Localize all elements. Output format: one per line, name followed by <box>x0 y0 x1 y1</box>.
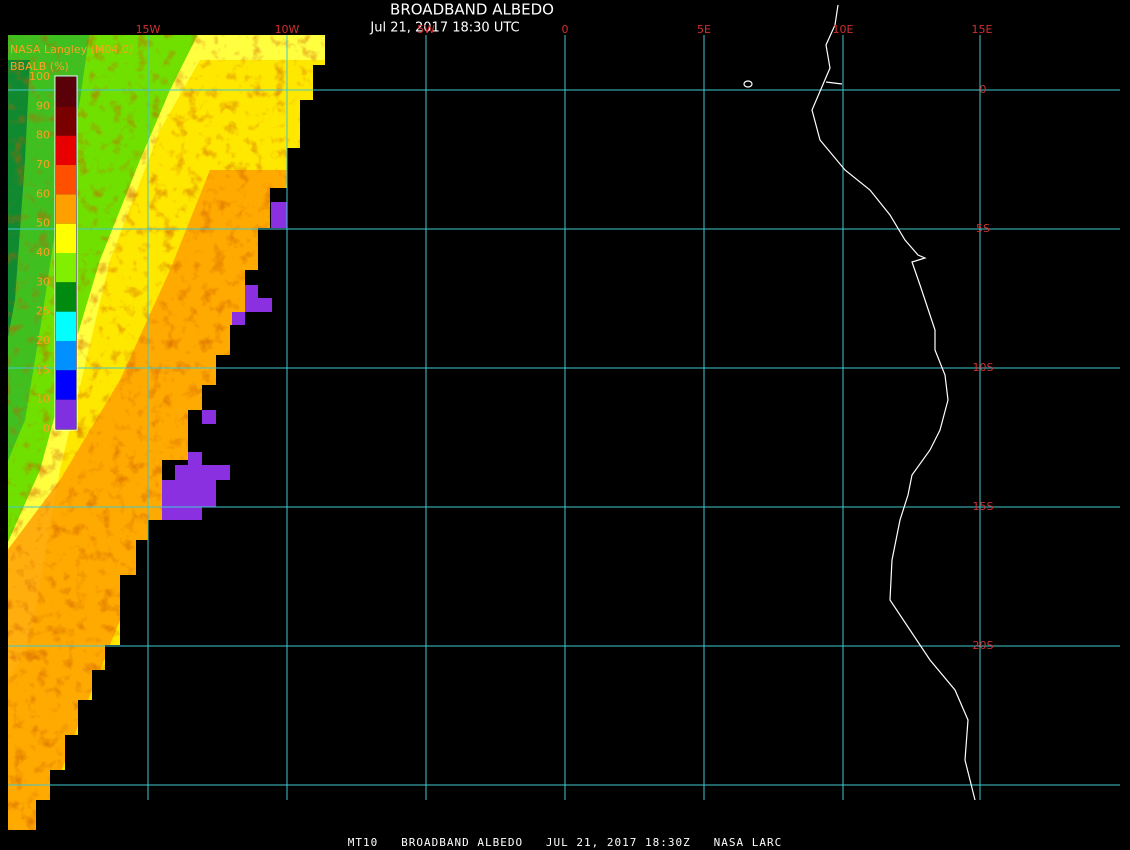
legend-swatch <box>56 223 76 253</box>
cloud-field <box>8 35 325 830</box>
lat-label: 0 <box>980 83 987 96</box>
lon-label: 0 <box>562 23 569 36</box>
legend-swatch <box>56 194 76 224</box>
subtitle: Jul 21, 2017 18:30 UTC <box>369 21 519 36</box>
legend-label: 40 <box>36 246 50 259</box>
lat-label: 10S <box>973 361 994 374</box>
credit: NASA Langley (M04.0) <box>10 43 133 56</box>
grid <box>8 35 1120 800</box>
lat-label: 15S <box>973 500 994 513</box>
lon-label: 5E <box>697 23 711 36</box>
legend-label: 50 <box>36 217 50 230</box>
axis-labels: 15W 10W 5W 0 5E 10E 15E 0 5S 10S 15S 20S <box>136 23 994 652</box>
lon-label: 5W <box>417 23 435 36</box>
legend-label: 0 <box>43 422 50 435</box>
lon-label: 10E <box>833 23 854 36</box>
lat-label: 20S <box>973 639 994 652</box>
legend-swatch <box>56 341 76 371</box>
legend-swatch <box>56 77 76 107</box>
legend-label: 100 <box>29 70 50 83</box>
legend-swatch <box>56 282 76 312</box>
legend-label: 90 <box>36 99 50 112</box>
legend-title: BBALB (%) <box>10 60 69 73</box>
legend-label: 25 <box>36 305 50 318</box>
legend-label: 15 <box>36 363 50 376</box>
footer: MT10 BROADBAND ALBEDO JUL 21, 2017 18:30… <box>348 836 783 849</box>
coastline <box>743 4 976 801</box>
legend-swatch <box>56 106 76 136</box>
legend-swatch <box>56 399 76 429</box>
title: BROADBAND ALBEDO <box>390 1 554 19</box>
lon-label: 15W <box>136 23 161 36</box>
legend-swatch <box>56 311 76 341</box>
lat-label: 5S <box>976 222 990 235</box>
lon-label: 10W <box>275 23 300 36</box>
no-data-patches <box>162 202 287 520</box>
legend-swatch <box>56 370 76 400</box>
legend-label: 70 <box>36 158 50 171</box>
legend-label: 10 <box>36 393 50 406</box>
legend-swatch <box>56 253 76 283</box>
lon-label: 15E <box>972 23 993 36</box>
legend-label: 20 <box>36 334 50 347</box>
legend-swatch <box>56 135 76 165</box>
legend-label: 80 <box>36 129 50 142</box>
legend-swatch <box>56 165 76 195</box>
legend-label: 60 <box>36 187 50 200</box>
legend-label: 30 <box>36 275 50 288</box>
